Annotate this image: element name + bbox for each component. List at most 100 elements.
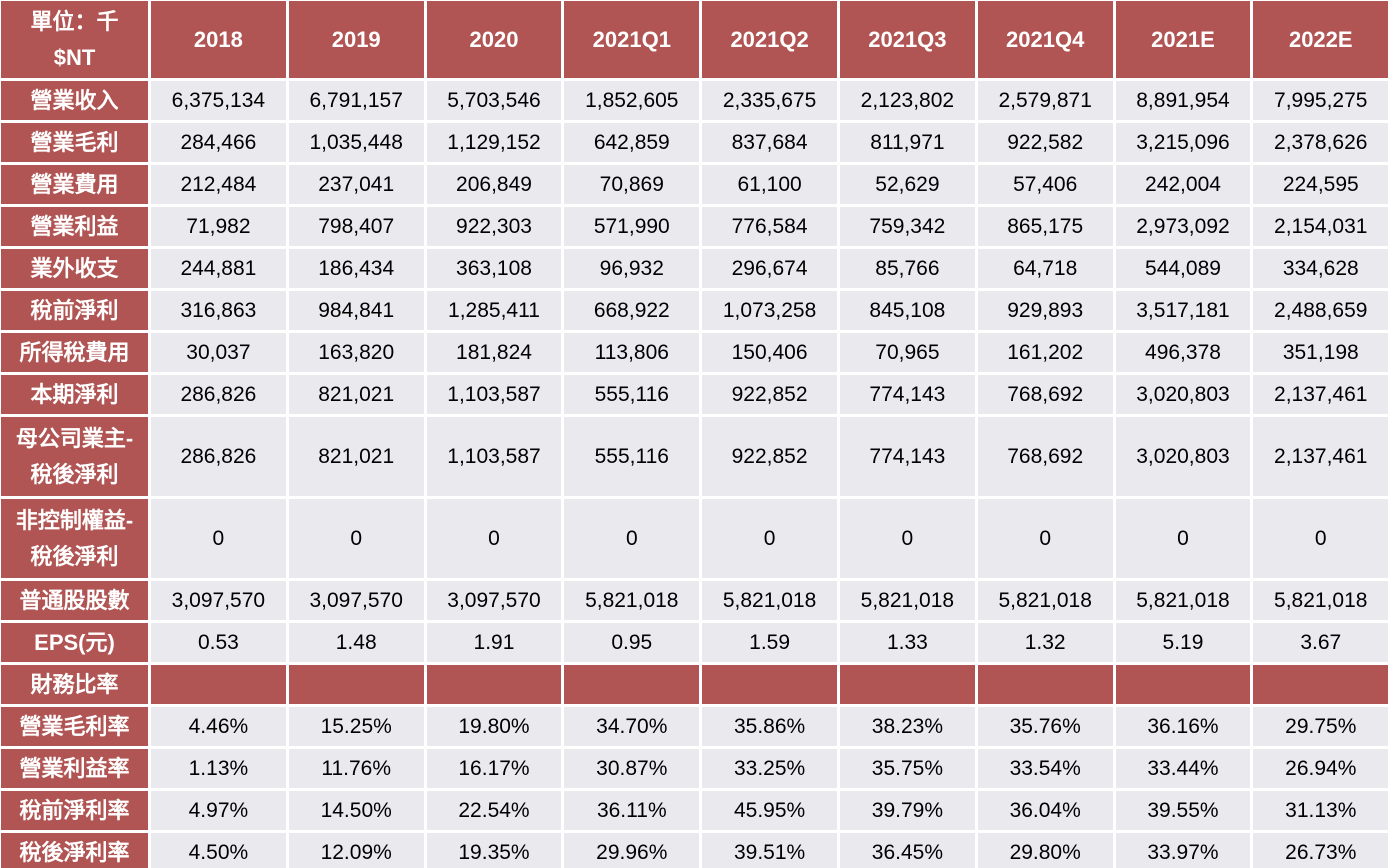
cell: 3,215,096 (1112, 120, 1254, 165)
cell: 922,303 (423, 204, 565, 249)
cell: 768,692 (974, 414, 1116, 499)
table-row: 業外收支 244,881 186,434 363,108 96,932 296,674 85… (0, 246, 1390, 291)
cell: 2,488,659 (1250, 288, 1390, 333)
cell: 39.51% (699, 830, 840, 868)
cell: 31.13% (1250, 788, 1390, 833)
cell: 0 (423, 496, 565, 581)
column-header: 2021Q2 (699, 0, 840, 81)
cell: 774,143 (836, 414, 978, 499)
cell: 36.16% (1112, 704, 1254, 749)
cell: 181,824 (423, 330, 565, 375)
row-label: 營業毛利率 (0, 704, 151, 749)
cell: 35.76% (974, 704, 1116, 749)
unit-label: 單位：千 $NT (0, 0, 151, 81)
cell: 1.13% (148, 746, 289, 791)
row-label: 營業毛利 (0, 120, 151, 165)
cell: 984,841 (285, 288, 427, 333)
table-row: 非控制權益-稅後淨利 0 0 0 0 0 0 0 0 0 (0, 496, 1390, 581)
cell: 224,595 (1250, 162, 1390, 207)
cell: 19.80% (423, 704, 565, 749)
table-row: 所得稅費用 30,037 163,820 181,824 113,806 150,406 7… (0, 330, 1390, 375)
cell: 11.76% (285, 746, 427, 791)
cell: 26.94% (1250, 746, 1390, 791)
cell: 351,198 (1250, 330, 1390, 375)
cell: 2,378,626 (1250, 120, 1390, 165)
cell: 5,821,018 (836, 578, 978, 623)
cell: 1.91 (423, 620, 565, 665)
cell: 4.50% (148, 830, 289, 868)
cell: 0 (285, 496, 427, 581)
cell: 2,137,461 (1250, 414, 1390, 499)
section-cell (699, 662, 840, 707)
cell: 36.45% (836, 830, 978, 868)
cell: 5,821,018 (1112, 578, 1254, 623)
cell: 5,821,018 (974, 578, 1116, 623)
row-label: 所得稅費用 (0, 330, 151, 375)
cell: 0.95 (561, 620, 703, 665)
cell: 30,037 (148, 330, 289, 375)
table-row: 營業毛利率 4.46% 15.25% 19.80% 34.70% 35.86% 38.23%… (0, 704, 1390, 749)
cell: 1,129,152 (423, 120, 565, 165)
cell: 36.04% (974, 788, 1116, 833)
cell: 3,020,803 (1112, 372, 1254, 417)
column-header: 2018 (148, 0, 289, 81)
cell: 798,407 (285, 204, 427, 249)
cell: 64,718 (974, 246, 1116, 291)
row-label: 營業費用 (0, 162, 151, 207)
cell: 0 (1112, 496, 1254, 581)
cell: 316,863 (148, 288, 289, 333)
column-header: 2019 (285, 0, 427, 81)
table-row: 普通股股數 3,097,570 3,097,570 3,097,570 5,821,01… (0, 578, 1390, 623)
cell: 35.86% (699, 704, 840, 749)
row-label: 非控制權益-稅後淨利 (0, 496, 151, 581)
cell: 39.79% (836, 788, 978, 833)
cell: 2,335,675 (699, 78, 840, 123)
cell: 0 (836, 496, 978, 581)
cell: 33.25% (699, 746, 840, 791)
cell: 52,629 (836, 162, 978, 207)
cell: 70,965 (836, 330, 978, 375)
cell: 2,579,871 (974, 78, 1116, 123)
cell: 0 (148, 496, 289, 581)
cell: 206,849 (423, 162, 565, 207)
cell: 30.87% (561, 746, 703, 791)
row-label: 財務比率 (0, 662, 151, 707)
cell: 71,982 (148, 204, 289, 249)
cell: 3,097,570 (148, 578, 289, 623)
cell: 2,154,031 (1250, 204, 1390, 249)
cell: 33.97% (1112, 830, 1254, 868)
cell: 821,021 (285, 372, 427, 417)
cell: 5,821,018 (699, 578, 840, 623)
cell: 5,703,546 (423, 78, 565, 123)
cell: 163,820 (285, 330, 427, 375)
cell: 0 (1250, 496, 1390, 581)
column-header: 2021Q3 (836, 0, 978, 81)
cell: 242,004 (1112, 162, 1254, 207)
section-cell (285, 662, 427, 707)
cell: 3,517,181 (1112, 288, 1254, 333)
cell: 496,378 (1112, 330, 1254, 375)
table-row: 財務比率 (0, 662, 1390, 707)
cell: 5,821,018 (561, 578, 703, 623)
cell: 642,859 (561, 120, 703, 165)
cell: 33.54% (974, 746, 1116, 791)
cell: 922,852 (699, 414, 840, 499)
cell: 237,041 (285, 162, 427, 207)
table-row: 稅前淨利率 4.97% 14.50% 22.54% 36.11% 45.95% 39.79%… (0, 788, 1390, 833)
row-label: 稅前淨利率 (0, 788, 151, 833)
cell: 334,628 (1250, 246, 1390, 291)
table-row: 稅後淨利率 4.50% 12.09% 19.35% 29.96% 39.51% 36.45%… (0, 830, 1390, 868)
cell: 668,922 (561, 288, 703, 333)
cell: 1,103,587 (423, 372, 565, 417)
header-row: 單位：千 $NT 2018 2019 2020 2021Q1 2021Q2 2021Q3 20… (0, 0, 1390, 81)
row-label: 普通股股數 (0, 578, 151, 623)
cell: 571,990 (561, 204, 703, 249)
cell: 34.70% (561, 704, 703, 749)
cell: 3,097,570 (285, 578, 427, 623)
cell: 544,089 (1112, 246, 1254, 291)
cell: 29.75% (1250, 704, 1390, 749)
cell: 212,484 (148, 162, 289, 207)
cell: 284,466 (148, 120, 289, 165)
table-row: 營業利益率 1.13% 11.76% 16.17% 30.87% 33.25% 35.75%… (0, 746, 1390, 791)
row-label: 營業利益 (0, 204, 151, 249)
